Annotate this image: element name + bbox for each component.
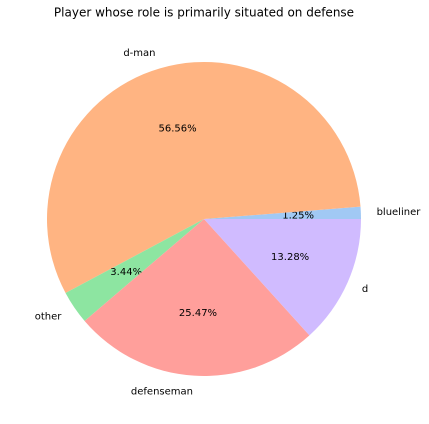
percent-label: 56.56% <box>158 124 196 135</box>
percent-label: 1.25% <box>282 210 314 221</box>
slice-label: other <box>35 311 63 322</box>
slice-label: d-man <box>123 48 155 59</box>
pie-slice <box>204 206 361 219</box>
slice-label: blueliner <box>377 207 422 218</box>
pie-slice <box>65 219 205 321</box>
percent-label: 25.47% <box>179 308 217 319</box>
chart-title: Player whose role is primarily situated … <box>54 6 354 20</box>
percent-label: 3.44% <box>110 267 142 278</box>
slice-label: d <box>362 284 368 295</box>
percent-label: 13.28% <box>271 252 309 263</box>
slice-label: defenseman <box>131 386 193 397</box>
pie-slice <box>84 219 310 376</box>
pie-slice <box>204 219 361 336</box>
pie-slice <box>46 62 361 293</box>
